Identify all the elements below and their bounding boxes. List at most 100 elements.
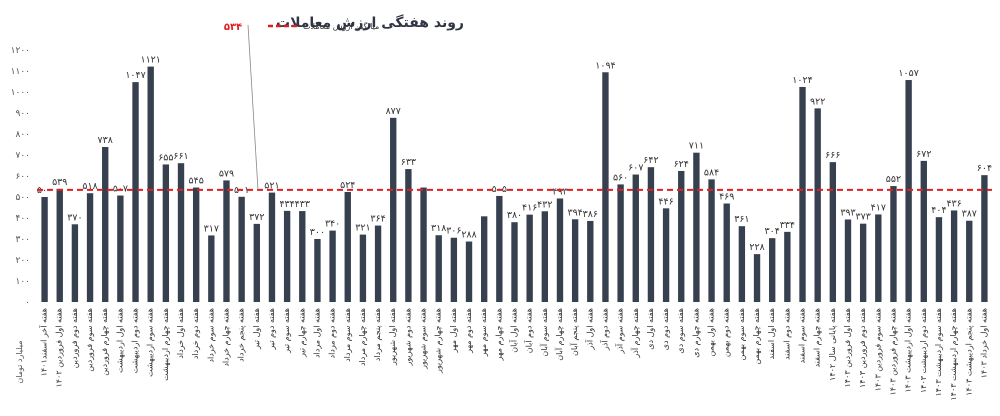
bar	[738, 226, 746, 302]
bar	[859, 223, 867, 302]
x-tick-label: هفته چهارم خرداد	[221, 308, 230, 367]
data-label: ۴۳۶	[946, 198, 961, 209]
average-value-label: ۵۳۴	[224, 22, 242, 33]
x-tick-label: هفته سوم بهمن	[737, 308, 746, 360]
data-label: ۱۰۹۴	[595, 60, 615, 71]
y-tick-label: ۴۰۰	[15, 214, 30, 224]
x-tick-label: هفته پنجم خرداد	[237, 308, 246, 362]
bar	[814, 108, 821, 302]
data-label: ۳۰۰	[310, 227, 325, 238]
data-label: ۶۷۲	[916, 149, 931, 160]
x-tick-label: هفته چهارم تیر	[297, 308, 306, 358]
average-callout-leader	[247, 24, 259, 190]
x-tick-label: هفته چهارم اردیبهشت	[161, 308, 170, 381]
bar	[617, 184, 624, 302]
legend: میانگین ارزش معاملات	[268, 21, 379, 31]
x-tick-label: هفته دوم دی	[661, 308, 670, 350]
y-tick-label: ۱۱۰۰	[11, 67, 30, 77]
data-label: ۱۰۴۷	[125, 70, 145, 81]
bar	[905, 80, 912, 302]
x-tick-label: هفته اول آذر	[584, 308, 594, 351]
chart-title: روند هفتگی ارزش معاملات	[276, 14, 464, 31]
bar	[708, 179, 715, 302]
data-label: ۵۲۱	[264, 181, 279, 192]
x-tick-label: هفته اول فروردین ۱۴۰۳	[843, 308, 852, 388]
bar	[374, 225, 382, 302]
x-tick-label: هفته دوم اسفند	[782, 308, 791, 360]
data-label: ۳۷۲	[249, 212, 264, 223]
bar	[253, 223, 260, 302]
bar	[723, 203, 730, 302]
bar	[177, 163, 185, 302]
data-label: ۲۸۸	[461, 230, 476, 241]
bar	[784, 231, 791, 302]
bar	[314, 239, 321, 302]
y-tick-label: ۰	[25, 298, 30, 308]
bar	[556, 198, 564, 302]
x-tick-label: هفته سوم خرداد	[206, 308, 215, 363]
bar	[890, 186, 897, 302]
data-label: ۳۷۰	[67, 212, 82, 223]
x-tick-label: هفته چهارم آذر	[630, 308, 640, 359]
bar	[117, 195, 124, 302]
x-tick-label: هفته سوم مرداد	[343, 308, 352, 362]
bar	[390, 117, 397, 302]
x-tick-label: هفته دوم تیر	[267, 308, 276, 351]
x-tick-label: هفته اول خرداد ۱۴۰۳	[979, 308, 988, 378]
y-tick-label: ۱۲۰۰	[11, 46, 30, 56]
bar	[587, 220, 594, 302]
data-label: ۵۷۹	[219, 168, 234, 179]
data-label: ۴۳۲	[537, 199, 552, 210]
x-tick-label: هفته دوم آبان	[524, 308, 534, 353]
bar	[526, 214, 533, 302]
x-tick-label: هفته دوم شهریور	[403, 308, 412, 366]
data-label: ۴۱۷	[871, 202, 886, 213]
bar	[966, 220, 973, 302]
y-axis-label: میلیارد تومان	[15, 340, 24, 383]
x-tick-label: هفته اول خرداد	[176, 308, 185, 359]
x-tick-label: هفته پنجم اردیبهشت ۱۴۰۳	[964, 308, 973, 396]
data-label: ۳۶۴	[370, 214, 385, 225]
data-label: ۶۰۷	[628, 163, 643, 174]
x-tick-label: هفته چهارم اسفند	[813, 308, 822, 368]
x-tick-label: هفته دوم مرداد	[328, 308, 337, 358]
x-tick-label: هفته اول اردیبهشت ۱۴۰۳	[904, 308, 913, 393]
x-tick-label: هفته دوم آذر	[599, 308, 609, 351]
data-label: ۴۹۳	[552, 186, 567, 197]
bar	[344, 191, 351, 302]
data-label: ۱۱۲۱	[140, 55, 160, 66]
bar	[162, 164, 170, 302]
data-label: ۶۲۴	[674, 159, 689, 170]
bar	[541, 211, 549, 302]
x-tick-label: هفته آخر اسفند۱۴۰۱	[39, 308, 49, 376]
data-label: ۷۱۱	[689, 141, 704, 152]
data-label: ۳۸۷	[962, 209, 977, 220]
data-label: ۳۹۳	[840, 207, 855, 218]
x-tick-label: هفته سوم مهر	[479, 308, 488, 357]
bar	[283, 210, 291, 302]
data-label: ۵۶۰	[613, 172, 628, 183]
bar	[208, 235, 215, 302]
data-label: ۵۴۵	[189, 176, 204, 187]
x-tick-label: هفته چهارم مهر	[494, 308, 503, 361]
data-label: ۵۰۰	[37, 185, 52, 196]
data-label: ۶۴۲	[643, 155, 658, 166]
bar	[147, 66, 154, 302]
x-tick-label: هفته چهارم مرداد	[358, 308, 367, 366]
y-tick-label: ۲۰۰	[15, 256, 30, 266]
data-label: ۵۳۹	[52, 177, 67, 188]
y-tick-label: ۸۰۰	[15, 130, 30, 140]
bar	[829, 162, 837, 302]
bar	[511, 222, 518, 302]
bar	[981, 175, 988, 302]
data-label: ۴۱۶	[522, 203, 537, 214]
data-label: ۳۰۴	[765, 226, 780, 237]
bar	[420, 187, 427, 302]
bar	[238, 196, 245, 302]
x-tick-label: هفته اول بهمن	[707, 308, 716, 357]
bar	[602, 72, 609, 302]
data-label: ۵۱۸	[82, 181, 97, 192]
bar	[875, 214, 882, 302]
bar	[571, 219, 579, 302]
data-label: ۱۰۵۷	[898, 68, 918, 79]
